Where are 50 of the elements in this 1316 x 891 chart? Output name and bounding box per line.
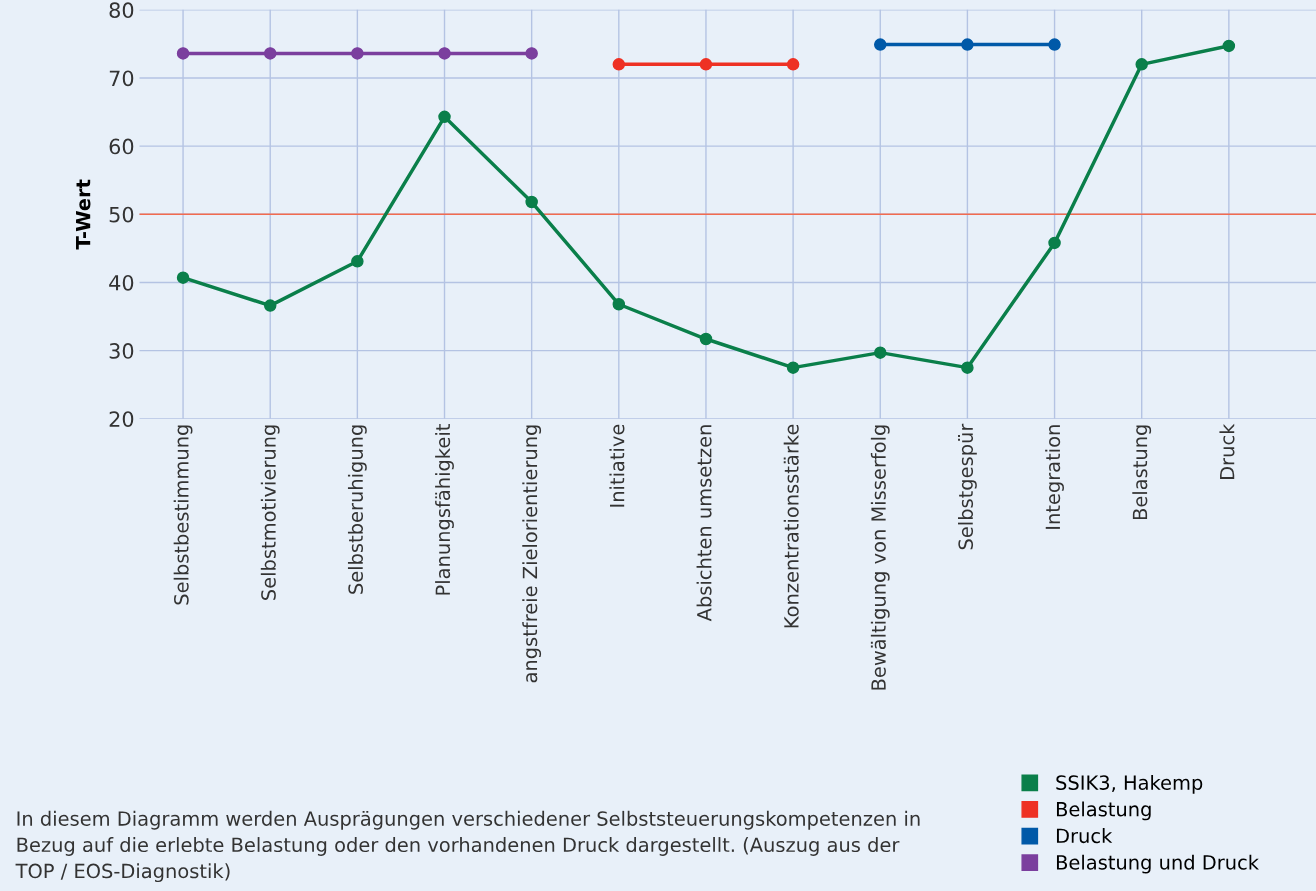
- legend-label: SSIK3, Hakemp: [1056, 774, 1203, 794]
- y-tick-label: 80: [109, 2, 134, 19]
- point: [786, 361, 800, 374]
- point: [874, 346, 887, 359]
- y-tick-label: 70: [109, 70, 134, 87]
- y-tick-label: 20: [109, 411, 134, 427]
- point: [961, 38, 974, 51]
- point: [351, 47, 364, 60]
- point: [1222, 39, 1236, 53]
- point: [351, 255, 364, 268]
- point: [1048, 236, 1061, 250]
- point: [176, 271, 190, 284]
- x-tick-label: Selbstgespür: [958, 423, 977, 550]
- x-tick-label: Druck: [1219, 423, 1235, 479]
- x-tick-label: angstfreie Zielorientierung: [522, 425, 542, 683]
- legend-label: Druck: [1056, 828, 1113, 844]
- y-tick-label: 50: [109, 206, 134, 223]
- point: [1135, 58, 1148, 71]
- x-tick-label: Initiative: [609, 424, 625, 507]
- x-tick-label: Bewältigung von Misserfolg: [870, 425, 890, 690]
- x-tick-label: Planungsfähigkeit: [435, 424, 454, 595]
- point: [699, 332, 713, 346]
- y-tick-label: 30: [109, 343, 134, 359]
- y-tick-label: 60: [109, 138, 134, 155]
- point: [1048, 38, 1061, 51]
- x-tick-label: Selbstbestimmung: [173, 425, 193, 605]
- text: In diesem Diagramm werden Ausprägungen verschiedener Selbststeuerungskompetenzen in Bezug auf die erlebte Belastung oder den vorhandenen Druck dargestellt. (Auszug aus der TOP / EOS-Diagnostik): [15, 810, 920, 883]
- point: [961, 361, 974, 374]
- point: [263, 299, 277, 312]
- point: [525, 195, 538, 209]
- legend-label: Belastung: [1056, 801, 1151, 821]
- x-tick-label: Belastung: [1132, 425, 1152, 520]
- point: [438, 110, 451, 124]
- y-axis-title: T-Wert: [76, 179, 91, 250]
- point: [525, 47, 538, 60]
- legend-label: Belastung und Druck: [1056, 854, 1259, 874]
- point: [786, 58, 800, 71]
- point: [874, 38, 887, 51]
- x-tick-label: Absichten umsetzen: [696, 425, 712, 622]
- x-tick-label: Konzentrationsstärke: [783, 424, 799, 628]
- x-tick-label: Selbstberuhigung: [347, 425, 367, 594]
- x-tick-label: Integration: [1045, 425, 1064, 529]
- point: [263, 47, 277, 60]
- y-tick-label: 40: [109, 274, 134, 291]
- point: [699, 58, 713, 71]
- x-tick-label: Selbstmotivierung: [260, 425, 280, 600]
- point: [612, 298, 626, 311]
- point: [438, 47, 451, 60]
- point: [176, 47, 190, 60]
- point: [612, 58, 626, 71]
